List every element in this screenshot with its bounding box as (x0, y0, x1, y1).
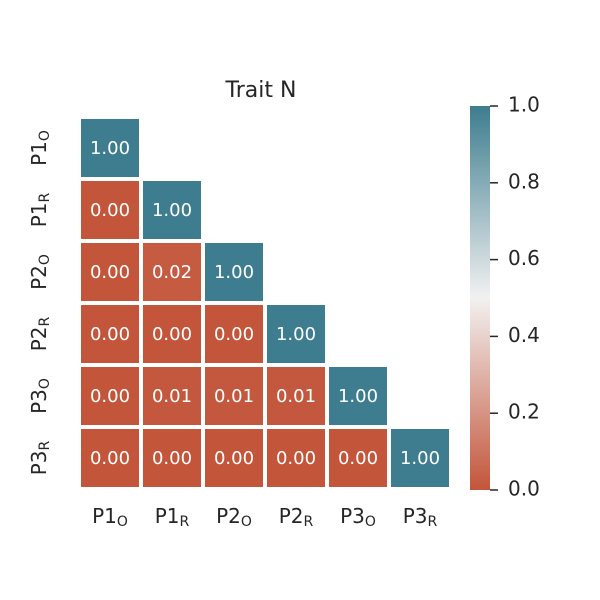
cell-label: 0.00 (90, 448, 130, 469)
heatmap-cell (81, 119, 139, 177)
x-tick-label: P3R (403, 504, 438, 531)
heatmap-cell (143, 429, 201, 487)
cell-label: 0.00 (276, 448, 316, 469)
x-tick-label-main: P1 (155, 504, 180, 528)
y-tick-label-sub: R (37, 316, 53, 326)
heatmap-cell (205, 243, 263, 301)
cell-label: 1.00 (338, 386, 378, 407)
x-tick-label: P2O (216, 504, 252, 531)
cell-label: 0.00 (338, 448, 378, 469)
x-tick-label: P1O (92, 504, 128, 531)
cell-label: 0.00 (152, 324, 192, 345)
cell-label: 0.00 (214, 448, 254, 469)
heatmap-cell (267, 305, 325, 363)
heatmap-cell (329, 429, 387, 487)
x-tick-label: P1R (155, 504, 190, 531)
cell-label: 0.00 (214, 324, 254, 345)
cell-label: 0.00 (90, 262, 130, 283)
y-tick-label-main: P2 (27, 326, 51, 351)
heatmap-cell (205, 305, 263, 363)
cell-label: 0.00 (90, 386, 130, 407)
x-tick-label: P2R (279, 504, 314, 531)
y-tick-label-main: P3 (27, 450, 51, 475)
x-tick-label-sub: O (117, 514, 128, 530)
x-tick-label-sub: O (365, 514, 376, 530)
heatmap-cell (81, 243, 139, 301)
heatmap-cell (81, 367, 139, 425)
cell-label: 1.00 (152, 200, 192, 221)
colorbar-tick-label: 0.4 (508, 323, 540, 347)
y-tick-label-main: P2 (27, 265, 51, 290)
cell-label: 1.00 (90, 138, 130, 159)
cell-label: 0.00 (152, 448, 192, 469)
heatmap-cell (267, 429, 325, 487)
cell-label: 1.00 (276, 324, 316, 345)
heatmap-cell (329, 367, 387, 425)
heatmap-cell (81, 181, 139, 239)
heatmap-cell (143, 243, 201, 301)
y-tick-label: P2O (27, 254, 54, 290)
colorbar-tick-label: 1.0 (508, 93, 540, 117)
heatmap-cell (205, 429, 263, 487)
y-tick-label-sub: O (37, 378, 53, 389)
y-tick-label-sub: R (37, 192, 53, 202)
heatmap-cell (143, 367, 201, 425)
x-tick-label-main: P2 (216, 504, 241, 528)
y-tick-label-main: P1 (27, 202, 51, 227)
heatmap-cell (205, 367, 263, 425)
colorbar-tick-label: 0.0 (508, 477, 540, 501)
y-tick-label-sub: O (37, 254, 53, 265)
chart-title: Trait N (225, 78, 297, 103)
y-tick-label-sub: R (37, 440, 53, 450)
colorbar-tick-label: 0.2 (508, 400, 540, 424)
heatmap-cell (143, 181, 201, 239)
y-tick-label: P1O (27, 130, 54, 166)
cell-label: 1.00 (400, 448, 440, 469)
x-tick-label-sub: O (241, 514, 252, 530)
heatmap-cell (81, 305, 139, 363)
colorbar-tick-label: 0.6 (508, 246, 540, 270)
cell-label: 0.00 (90, 324, 130, 345)
y-tick-label: P3O (27, 378, 54, 414)
y-tick-label: P2R (27, 316, 54, 351)
x-tick-label: P3O (340, 504, 376, 531)
x-tick-label-main: P1 (92, 504, 117, 528)
colorbar-tick-label: 0.8 (508, 169, 540, 193)
heatmap-cell (143, 305, 201, 363)
x-tick-label-main: P3 (340, 504, 365, 528)
y-tick-label: P1R (27, 192, 54, 227)
x-tick-label-sub: R (304, 514, 314, 530)
y-tick-label: P3R (27, 440, 54, 475)
x-tick-label-main: P2 (279, 504, 304, 528)
x-tick-label-main: P3 (403, 504, 428, 528)
y-tick-label-main: P1 (27, 141, 51, 166)
cell-label: 0.01 (152, 386, 192, 407)
x-tick-label-sub: R (428, 514, 438, 530)
heatmap-cell (81, 429, 139, 487)
heatmap-cell (391, 429, 449, 487)
cell-label: 0.01 (276, 386, 316, 407)
cell-label: 0.00 (90, 200, 130, 221)
y-tick-label-sub: O (37, 130, 53, 141)
cell-label: 0.02 (152, 262, 192, 283)
heatmap-cell (267, 367, 325, 425)
cell-label: 0.01 (214, 386, 254, 407)
y-tick-label-main: P3 (27, 389, 51, 414)
cell-label: 1.00 (214, 262, 254, 283)
colorbar (470, 106, 490, 490)
x-tick-label-sub: R (180, 514, 190, 530)
